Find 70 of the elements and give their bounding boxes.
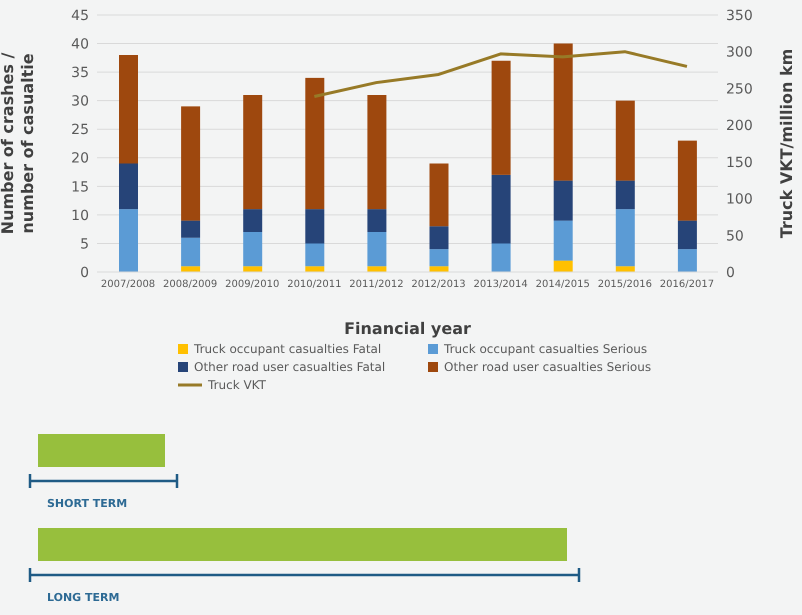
y2-tick-label: 50 — [726, 228, 744, 244]
y2-tick-label: 250 — [726, 81, 753, 98]
bar — [554, 180, 573, 221]
bar — [119, 54, 138, 164]
x-tick-label: 2011/2012 — [349, 279, 404, 290]
x-tick-label: 2014/2015 — [536, 279, 590, 290]
bar — [492, 60, 511, 175]
bar — [181, 238, 200, 266]
x-tick-label: 2015/2016 — [598, 279, 652, 290]
bar — [554, 220, 573, 261]
bar — [367, 209, 386, 232]
legend-label: Truck VKT — [208, 378, 266, 392]
y2-tick-label: 300 — [726, 44, 753, 61]
y2-tick-label: 0 — [726, 264, 735, 281]
bar — [492, 174, 511, 244]
bar — [430, 163, 448, 226]
bar — [243, 209, 262, 232]
legend-label: Truck occupant casualties Fatal — [194, 342, 382, 356]
bar — [430, 226, 448, 250]
bar — [616, 180, 635, 210]
bar — [616, 209, 635, 266]
bar — [181, 106, 200, 221]
bar — [243, 94, 262, 210]
bar — [181, 220, 200, 238]
bar — [367, 232, 386, 266]
y2-tick-label: 200 — [726, 118, 753, 134]
y-tick-label: 10 — [71, 208, 89, 224]
text: LONG TERM — [47, 591, 120, 604]
y2-tick-label: 100 — [726, 192, 753, 208]
bar — [119, 163, 138, 210]
bar — [492, 243, 511, 272]
y2-tick-label: 150 — [726, 154, 753, 171]
y2-axis-title: Truck VKT/million km — [777, 48, 796, 238]
y-tick-label: 0 — [80, 264, 89, 281]
bar — [430, 249, 448, 266]
y2-tick-label: 350 — [726, 8, 753, 24]
x-tick-label: 2008/2009 — [163, 279, 218, 290]
y-tick-label: 5 — [80, 236, 89, 252]
bar — [305, 78, 324, 210]
x-axis-title: Financial year — [344, 319, 471, 338]
y-tick-label: 45 — [71, 8, 89, 24]
legend-label: Other road user casualties Fatal — [194, 360, 386, 374]
text: SHORT TERM — [47, 497, 128, 510]
y-axis-title: Number of crashes / number of casualtie — [0, 52, 37, 234]
bar — [678, 249, 697, 272]
y-tick-label: 25 — [71, 122, 89, 138]
bar — [367, 94, 386, 210]
x-tick-label: 2007/2008 — [100, 279, 156, 290]
y-tick-label: 15 — [71, 179, 89, 196]
y-tick-label: 30 — [71, 94, 89, 110]
bar — [305, 243, 324, 266]
legend-label: Truck occupant casualties Serious — [444, 342, 648, 356]
legend-label: Other road user casualties Serious — [444, 360, 652, 374]
bar — [243, 232, 262, 266]
y-tick-label: 35 — [71, 65, 89, 82]
y-tick-label: 20 — [71, 150, 89, 167]
bar — [554, 44, 573, 181]
x-tick-label: 2013/2014 — [474, 279, 528, 290]
bar — [616, 100, 635, 181]
bar — [119, 209, 138, 272]
line-series — [312, 50, 688, 98]
bar — [678, 220, 697, 250]
x-tick-label: 2009/2010 — [225, 279, 280, 290]
x-tick-label: 2010/2011 — [287, 279, 342, 290]
bar — [305, 209, 324, 244]
bar — [678, 140, 697, 221]
x-tick-label: 2016/2017 — [660, 279, 714, 290]
x-tick-label: 2012/2013 — [411, 279, 466, 290]
y-tick-label: 40 — [71, 36, 89, 53]
bar — [554, 260, 573, 272]
